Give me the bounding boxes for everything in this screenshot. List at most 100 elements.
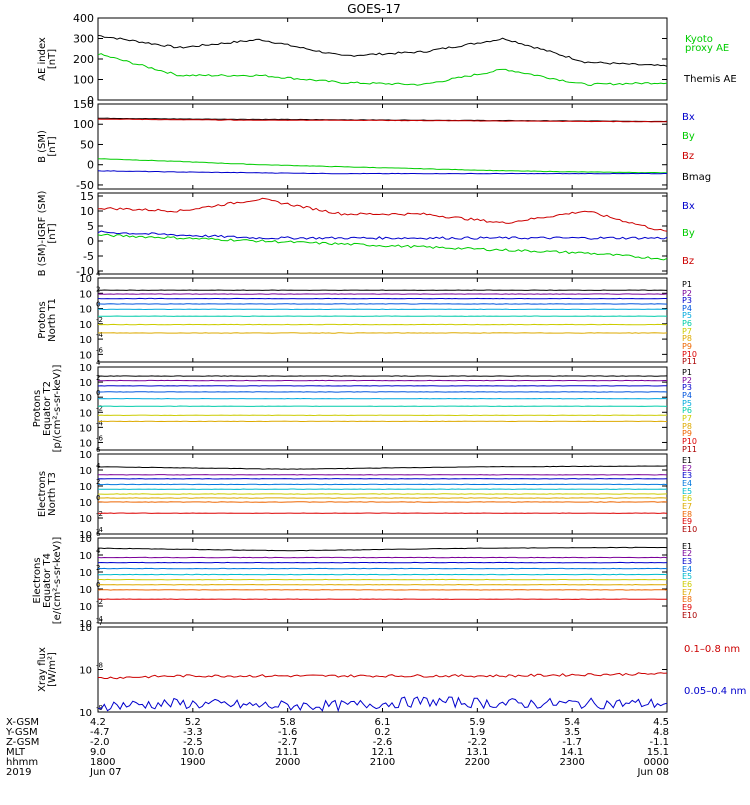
ytick-label: 10 [79,393,92,404]
legend-entry: Themis AE [683,74,737,85]
ytick-label: 400 [73,12,94,25]
legend-entry: Bz [682,151,694,162]
ytick-label: 150 [73,98,94,111]
xaxis-value: 1900 [180,757,205,768]
panel-frame-protons-t2 [98,367,667,450]
ylabel: [e/(cm²-s-sr-keV)] [52,537,63,625]
xaxis-row-label: 2019 [6,767,31,778]
ytick-label: 10 [79,623,92,634]
legend-entry: E10 [682,525,697,534]
ylabel: North T1 [47,298,58,342]
ytick-label: 10 [79,438,92,449]
ytick-exponent: -2 [96,316,103,324]
panel-frame-b-igrf [98,193,667,274]
ytick-label: -5 [83,250,94,263]
flux-line [98,590,667,591]
legend-entry: By [682,228,695,239]
ytick-label: 10 [79,350,92,361]
plot-title: GOES-17 [347,2,401,16]
ytick-exponent: -4 [96,419,104,427]
series-line [98,234,667,260]
ytick-label: 10 [79,666,92,677]
series-line [98,35,667,66]
ytick-exponent: 4 [96,462,101,470]
legend-entry: Bx [682,201,695,212]
series-line [98,231,667,239]
ytick-label: 10 [79,568,92,579]
flux-line [98,574,667,575]
legend-entry: E10 [682,611,697,620]
series-line [98,198,667,231]
ytick-label: 10 [79,498,92,509]
series-line [98,54,667,86]
flux-line [98,562,667,563]
ytick-label: 0 [87,235,94,248]
flux-line [98,579,667,580]
legend-entry: Bx [682,112,695,123]
panel-frame-xray [98,627,667,712]
ytick-exponent: -2 [96,404,103,412]
panel-frame-b-sm [98,104,667,189]
ytick-label: 10 [79,378,92,389]
ytick-exponent: -8 [96,662,103,670]
ytick-label: 5 [87,220,94,233]
ytick-label: 10 [79,534,92,545]
xaxis-value: Jun 07 [89,767,122,778]
ytick-label: 10 [79,466,92,477]
ylabel: [W/m²] [47,652,58,687]
flux-line [98,557,667,558]
xaxis-value: 2000 [275,757,300,768]
legend-entry: Bz [682,256,694,267]
ylabel: North T3 [47,472,58,516]
ytick-label: 10 [79,320,92,331]
legend-entry: P11 [682,357,697,366]
flux-line [98,585,667,586]
ytick-exponent: -2 [96,510,103,518]
series-line [98,673,667,679]
ytick-label: 10 [79,423,92,434]
ytick-exponent: 0 [96,301,100,309]
ytick-label: 10 [79,585,92,596]
ytick-label: 10 [79,482,92,493]
legend-entry: P1 [682,280,692,289]
ytick-label: 10 [79,602,92,613]
ytick-label: 10 [79,274,92,285]
panel-frame-electrons-t4 [98,538,667,623]
legend-entry: proxy AE [685,43,729,54]
series-line [98,159,667,173]
ylabel: [nT] [47,49,58,69]
ytick-exponent: 2 [96,285,100,293]
legend-entry: 0.1–0.8 nm [684,644,740,655]
legend-entry: P11 [682,445,697,454]
ylabel: [p/(cm²-s-sr-keV)] [52,365,63,453]
flux-line [98,466,667,469]
legend-entry: By [682,131,695,142]
ytick-label: 10 [79,305,92,316]
legend-entry: 0.05–0.4 nm [684,686,746,697]
ytick-exponent: -6 [96,434,104,442]
ytick-label: 100 [73,118,94,131]
xaxis-value: 2100 [370,757,395,768]
ytick-label: 50 [80,138,94,151]
ytick-label: 10 [79,289,92,300]
ylabel: [nT] [47,136,58,156]
xaxis-value: Jun 08 [636,767,669,778]
ytick-label: 300 [73,33,94,46]
ytick-label: 10 [79,514,92,525]
ytick-exponent: 0 [96,389,100,397]
ytick-label: 100 [73,74,94,87]
panel-frame-ae [98,18,667,100]
ytick-label: 10 [80,205,94,218]
ytick-label: 15 [80,190,94,203]
ytick-exponent: -6 [96,346,104,354]
flux-line [98,547,667,550]
ytick-exponent: -7 [96,619,103,627]
ytick-label: 10 [79,363,92,374]
xaxis-value: 2300 [559,757,584,768]
legend-entry: Bmag [682,172,711,183]
ytick-label: 0 [87,159,94,172]
ytick-exponent: -4 [96,331,104,339]
ytick-label: 10 [79,335,92,346]
